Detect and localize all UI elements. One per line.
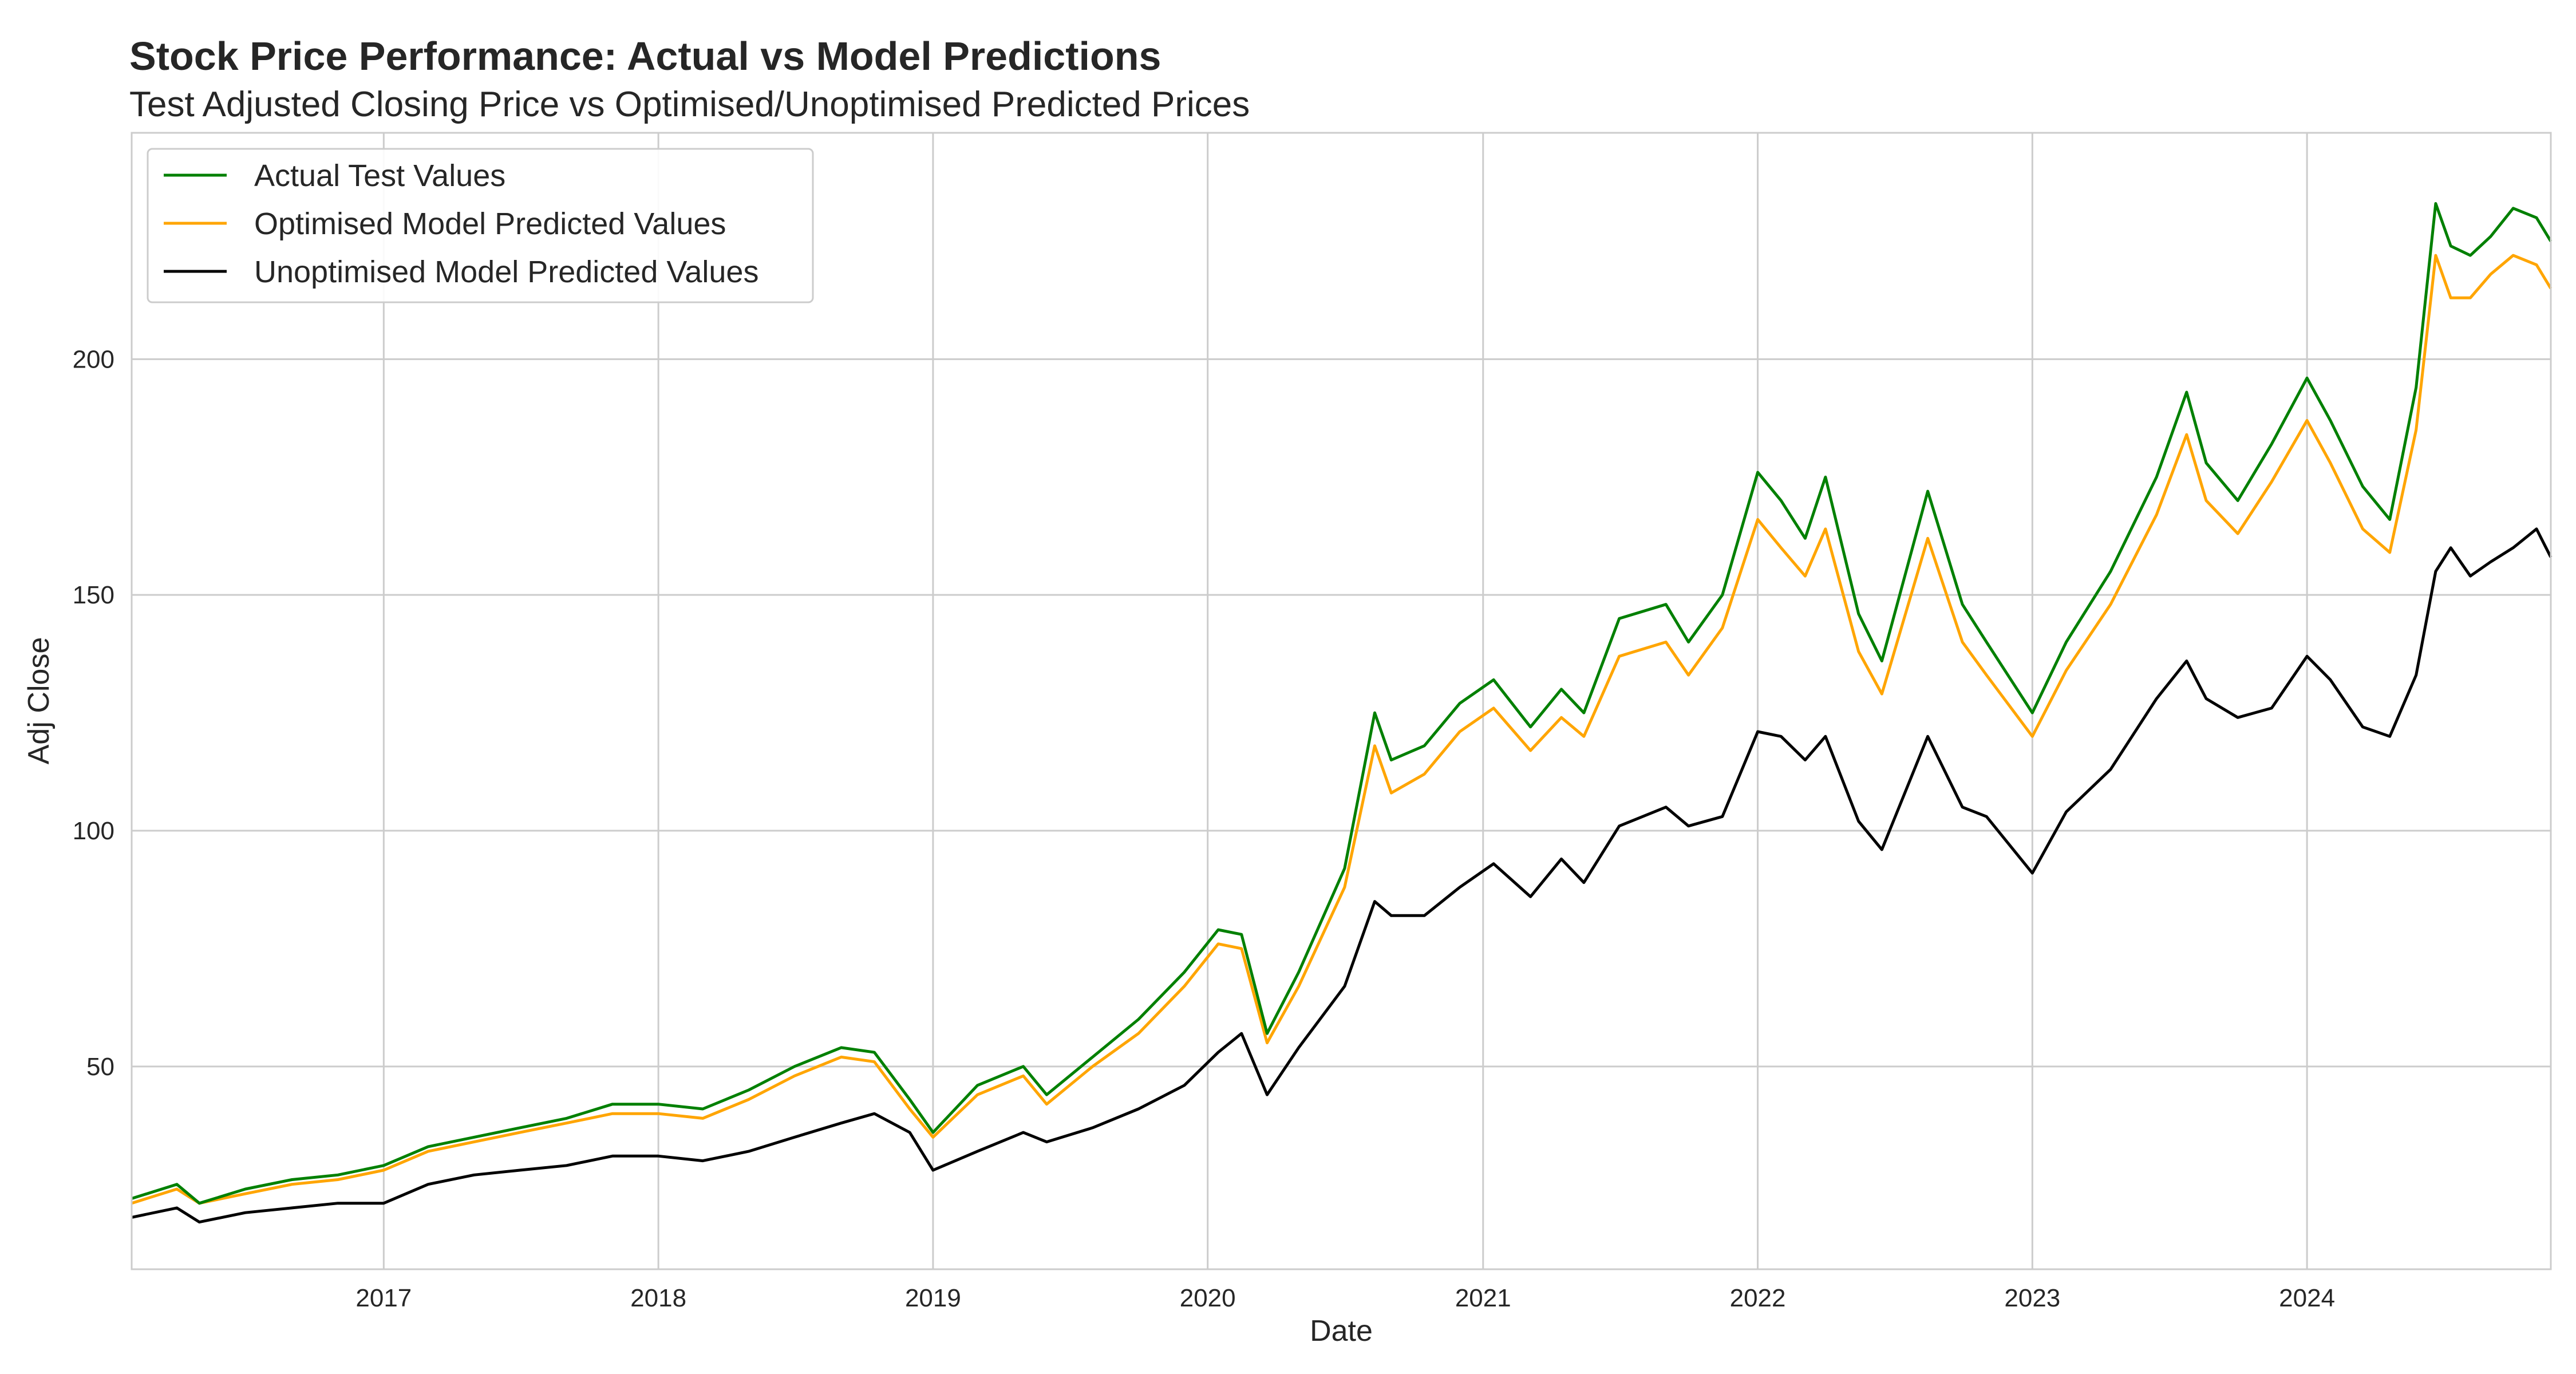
y-tick-label: 100	[73, 817, 114, 845]
x-tick-label: 2020	[1180, 1284, 1236, 1312]
y-tick-labels: 50 100 150 200	[73, 345, 114, 1080]
series-line	[131, 254, 2553, 1205]
chart-title: Stock Price Performance: Actual vs Model…	[129, 34, 1161, 78]
x-tick-label: 2018	[630, 1284, 686, 1312]
y-tick-label: 50	[86, 1053, 114, 1081]
series-line	[131, 527, 2553, 1224]
x-tick-label: 2017	[355, 1284, 412, 1312]
x-tick-label: 2022	[1730, 1284, 1786, 1312]
chart-subtitle: Test Adjusted Closing Price vs Optimised…	[129, 85, 1250, 124]
legend: Actual Test Values Optimised Model Predic…	[147, 148, 814, 303]
x-tick-label: 2024	[2279, 1284, 2335, 1312]
x-axis-label: Date	[1310, 1314, 1373, 1348]
plot-lines	[131, 202, 2553, 1224]
legend-box	[147, 148, 814, 303]
x-tick-label: 2021	[1455, 1284, 1511, 1312]
x-tick-labels: 2017 2018 2019 2020 2021 2022 2023 2024	[355, 1284, 2335, 1312]
x-tick-label: 2023	[2004, 1284, 2060, 1312]
legend-label: Optimised Model Predicted Values	[254, 207, 726, 241]
grid	[132, 133, 2551, 1269]
y-axis-label: Adj Close	[22, 637, 56, 765]
plot-area-frame	[131, 132, 2552, 1270]
legend-label: Unoptimised Model Predicted Values	[254, 255, 758, 289]
legend-label: Actual Test Values	[254, 159, 505, 193]
series-line	[131, 202, 2553, 1205]
y-tick-label: 150	[73, 581, 114, 609]
y-tick-label: 200	[73, 345, 114, 373]
x-tick-label: 2019	[905, 1284, 961, 1312]
